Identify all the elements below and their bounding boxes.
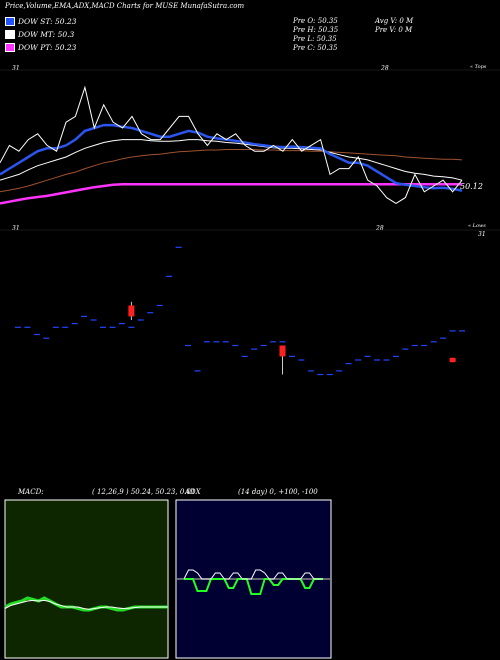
- legend-item-mt: DOW MT: 50.3: [5, 29, 74, 40]
- pre-open: Pre O: 50.35: [293, 17, 338, 25]
- bottom-day-right: 31: [478, 231, 486, 238]
- pre-close: Pre C: 50.35: [293, 44, 338, 52]
- legend-label-st: DOW ST: 50.23: [18, 17, 77, 26]
- tops-tag: « Tops: [470, 64, 487, 70]
- bottom-day-left: 31: [12, 225, 20, 232]
- adx-series-line: [183, 569, 323, 580]
- price-close-line: [0, 85, 463, 204]
- macd-series-line: [4, 599, 168, 610]
- down-candle-body: [449, 357, 456, 363]
- ema-short-line: [0, 123, 463, 192]
- down-candle-body: [279, 345, 286, 357]
- macd-label: MACD:: [18, 488, 44, 496]
- legend-swatch-mt: [5, 30, 15, 39]
- legend-label-pt: DOW PT: 50.23: [18, 43, 77, 52]
- pre-low: Pre L: 50.35: [293, 35, 337, 43]
- legend-label-mt: DOW MT: 50.3: [18, 30, 75, 39]
- pre-high: Pre H: 50.35: [293, 26, 339, 34]
- avg-volume: Avg V: 0 M: [375, 17, 414, 25]
- adx-params: (14 day) 0, +100, -100: [238, 488, 318, 496]
- legend-item-st: DOW ST: 50.23: [5, 16, 77, 27]
- lows-tag: « Lows: [468, 223, 486, 229]
- bottom-day-mid: 28: [376, 225, 384, 232]
- legend-swatch-st: [5, 17, 15, 26]
- down-candle-body: [128, 305, 135, 317]
- ema-mid-line: [0, 139, 463, 181]
- macd-params: ( 12,26,9 ) 50.24, 50.23, 0.01: [92, 488, 196, 496]
- legend-swatch-pt: [5, 43, 15, 52]
- legend-item-pt: DOW PT: 50.23: [5, 42, 76, 53]
- top-day-mid: 28: [381, 65, 389, 72]
- adx-label: ADX: [185, 488, 201, 496]
- ema-long-line: [0, 183, 462, 205]
- page-title: Price,Volume,EMA,ADX,MACD Charts for MUS…: [5, 2, 245, 10]
- top-day-left: 31: [12, 65, 20, 72]
- last-price-label: 50.12: [460, 182, 483, 191]
- ema-brown-line: [0, 149, 463, 193]
- pre-volume: Pre V: 0 M: [375, 26, 413, 34]
- macd-panel: [4, 499, 169, 659]
